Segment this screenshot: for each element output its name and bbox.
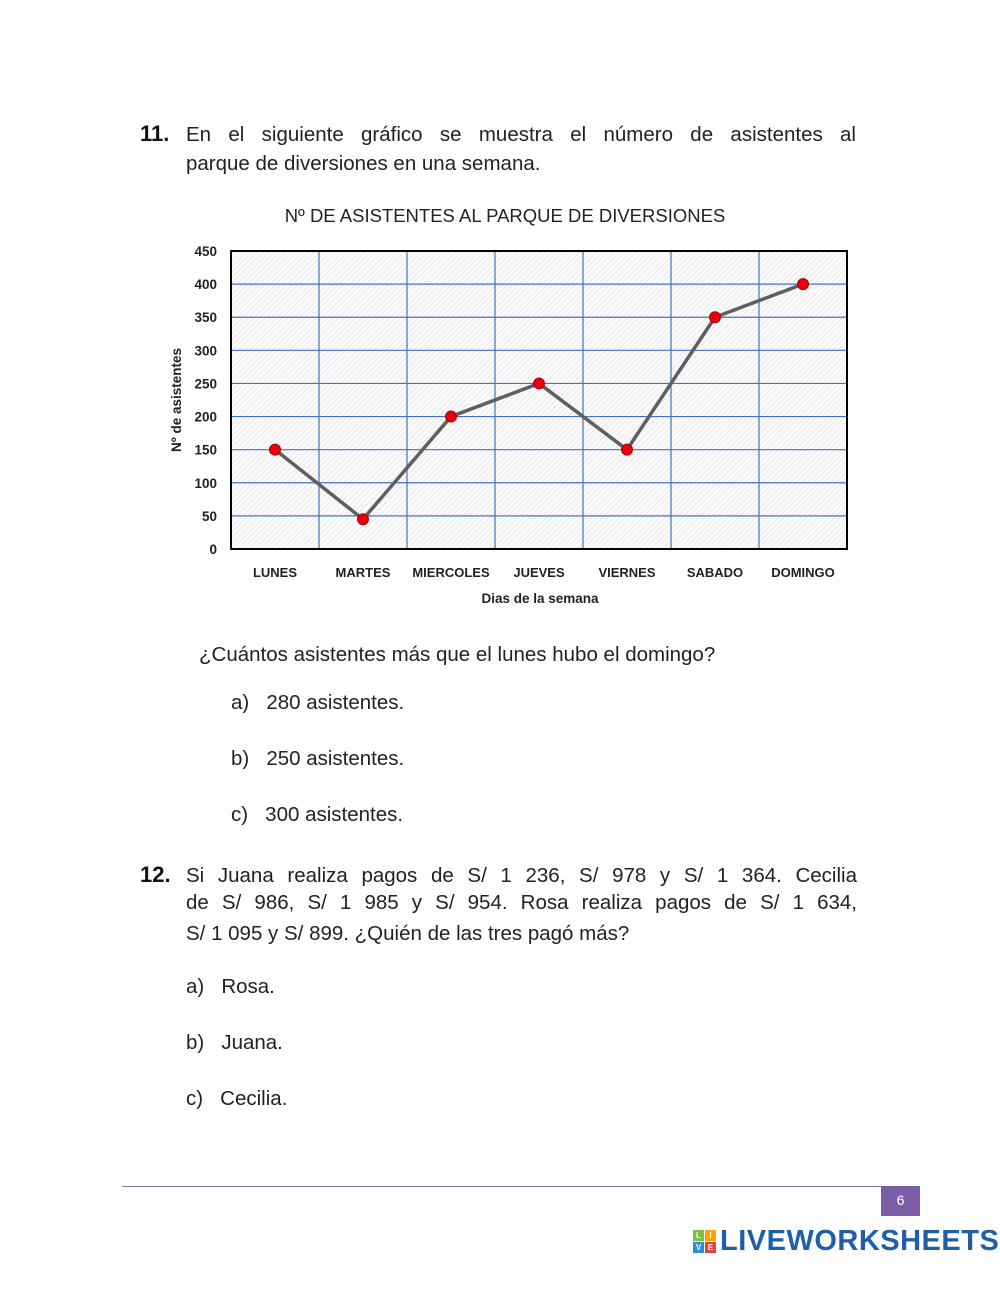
question-11-line1: En el siguiente gráfico se muestra el nú… bbox=[186, 123, 856, 146]
q11-option-c[interactable]: c) 300 asistentes. bbox=[231, 803, 403, 827]
y-tick-label: 150 bbox=[194, 443, 217, 458]
q11-option-a[interactable]: a) 280 asistentes. bbox=[231, 691, 404, 715]
data-point bbox=[709, 311, 721, 324]
logo-letter: I bbox=[705, 1230, 716, 1241]
plot-area bbox=[231, 251, 847, 549]
option-letter: c) bbox=[186, 1087, 204, 1110]
y-tick-label: 450 bbox=[194, 244, 217, 259]
y-tick-label: 100 bbox=[194, 476, 217, 491]
option-letter: b) bbox=[186, 1031, 205, 1054]
data-point bbox=[533, 377, 545, 390]
question-12-line1: Si Juana realiza pagos de S/ 1 236, S/ 9… bbox=[186, 864, 857, 887]
option-text: Juana. bbox=[221, 1031, 283, 1054]
option-letter: a) bbox=[186, 975, 205, 998]
y-tick-label: 300 bbox=[194, 343, 217, 358]
y-tick-label: 400 bbox=[194, 277, 217, 292]
question-11-prompt: ¿Cuántos asistentes más que el lunes hub… bbox=[199, 643, 716, 666]
option-text: 250 asistentes. bbox=[266, 747, 405, 770]
attendance-line-chart: Nº DE ASISTENTES AL PARQUE DE DIVERSIONE… bbox=[169, 205, 848, 606]
data-point bbox=[797, 278, 809, 291]
y-tick-label: 50 bbox=[202, 509, 217, 524]
y-axis-label: Nº de asistentes bbox=[169, 348, 184, 452]
y-tick-label: 350 bbox=[194, 310, 217, 325]
question-11-number: 11. bbox=[140, 121, 170, 146]
data-point bbox=[357, 513, 369, 526]
data-point bbox=[269, 443, 281, 456]
question-12-number: 12. bbox=[140, 862, 171, 887]
q12-option-c[interactable]: c) Cecilia. bbox=[186, 1087, 287, 1111]
x-tick-label: JUEVES bbox=[513, 565, 565, 580]
liveworksheets-logo: L I V E LIVEWORKSHEETS bbox=[693, 1225, 999, 1258]
question-11-line2: parque de diversiones en una semana. bbox=[186, 152, 541, 175]
y-tick-label: 0 bbox=[209, 542, 217, 557]
x-tick-label: MIERCOLES bbox=[412, 565, 490, 580]
footer-divider bbox=[122, 1186, 882, 1187]
x-tick-label: LUNES bbox=[253, 565, 297, 580]
option-text: 280 asistentes. bbox=[266, 691, 405, 714]
question-12-line2: de S/ 986, S/ 1 985 y S/ 954. Rosa reali… bbox=[186, 891, 857, 914]
x-tick-label: MARTES bbox=[336, 565, 391, 580]
y-tick-label: 250 bbox=[194, 376, 217, 391]
q12-option-b[interactable]: b) Juana. bbox=[186, 1031, 283, 1055]
option-text: 300 asistentes. bbox=[265, 803, 404, 826]
q12-option-a[interactable]: a) Rosa. bbox=[186, 975, 275, 999]
logo-icon: L I V E bbox=[693, 1230, 716, 1253]
data-point bbox=[445, 410, 457, 423]
logo-letter: E bbox=[705, 1242, 716, 1253]
option-letter: b) bbox=[231, 747, 250, 770]
option-letter: a) bbox=[231, 691, 250, 714]
logo-letter: V bbox=[693, 1242, 704, 1253]
plot-border bbox=[230, 250, 848, 550]
question-12-line3: S/ 1 095 y S/ 899. ¿Quién de las tres pa… bbox=[186, 922, 630, 945]
logo-text: LIVEWORKSHEETS bbox=[720, 1225, 1000, 1257]
x-axis-label: Dias de la semana bbox=[481, 591, 599, 606]
y-tick-label: 200 bbox=[194, 410, 217, 425]
option-text: Cecilia. bbox=[220, 1087, 288, 1110]
chart-title: Nº DE ASISTENTES AL PARQUE DE DIVERSIONE… bbox=[285, 205, 726, 226]
x-tick-label: SABADO bbox=[687, 565, 743, 580]
x-tick-label: VIERNES bbox=[598, 565, 655, 580]
x-tick-label: DOMINGO bbox=[771, 565, 835, 580]
page-number: 6 bbox=[881, 1186, 920, 1216]
option-text: Rosa. bbox=[221, 975, 275, 998]
data-point bbox=[621, 443, 633, 456]
logo-letter: L bbox=[693, 1230, 704, 1241]
option-letter: c) bbox=[231, 803, 249, 826]
q11-option-b[interactable]: b) 250 asistentes. bbox=[231, 747, 404, 771]
